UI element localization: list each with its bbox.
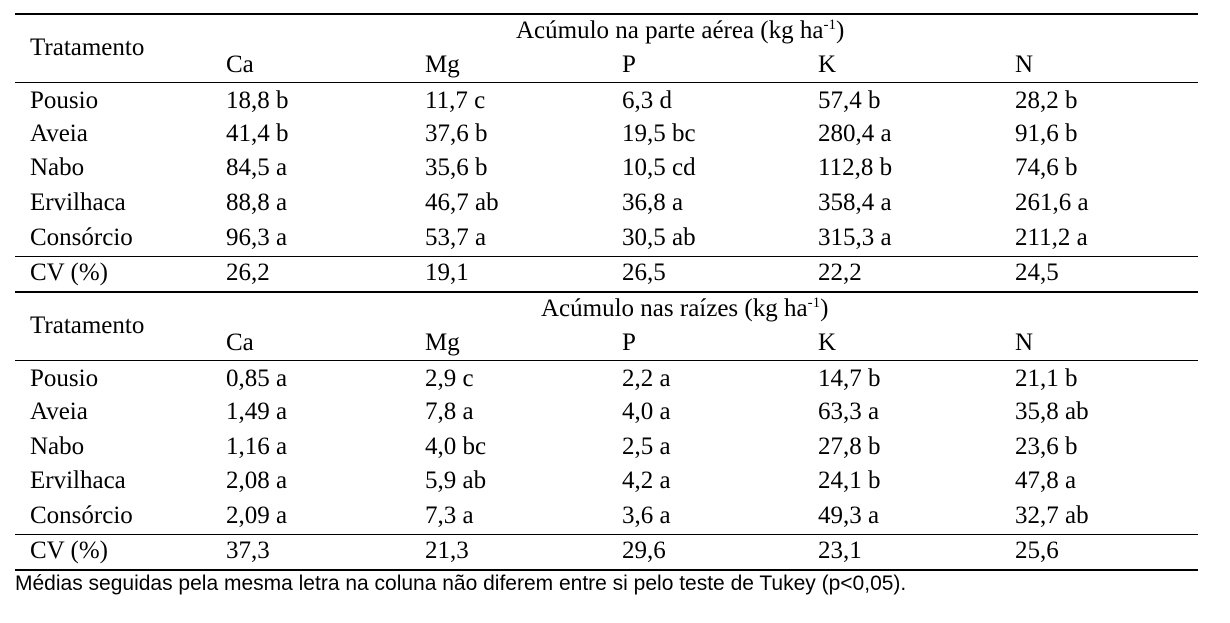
value-cell: 19,5 bc [622,120,696,147]
column-header-mg: Mg [425,51,460,78]
value-cell: 36,8 a [622,189,684,216]
section-divider-rule [15,291,1198,293]
value-cell: 1,16 a [226,433,288,460]
cv-value: 26,2 [226,259,270,286]
value-cell: 96,3 a [226,224,288,251]
column-header-p: P [622,51,636,78]
value-cell: 57,4 b [818,87,881,114]
value-cell: 49,3 a [818,502,880,529]
value-cell: 5,9 ab [425,467,487,494]
value-cell: 1,49 a [226,398,288,425]
value-cell: 11,7 c [425,87,486,114]
value-cell: 18,8 b [226,87,289,114]
value-cell: 0,85 a [226,365,288,392]
row-label: Pousio [30,365,99,392]
value-cell: 35,6 b [425,154,488,181]
value-cell: 27,8 b [818,433,881,460]
column-header-mg: Mg [425,329,460,356]
row-label: Nabo [30,433,85,460]
cv-value: 22,2 [818,259,862,286]
cv-value: 24,5 [1015,259,1059,286]
value-cell: 4,0 bc [425,433,487,460]
value-cell: 24,1 b [818,467,881,494]
cv-rule [15,534,1198,535]
value-cell: 3,6 a [622,502,671,529]
value-cell: 46,7 ab [425,189,499,216]
row-label: Consórcio [30,224,133,251]
value-cell: 10,5 cd [622,154,696,181]
cv-label: CV (%) [30,537,109,564]
section-title-roots: Acúmulo nas raízes (kg ha-1) [541,295,829,322]
value-cell: 91,6 b [1015,120,1078,147]
cv-value: 19,1 [425,259,469,286]
value-cell: 4,2 a [622,467,671,494]
value-cell: 7,3 a [425,502,474,529]
cv-value: 26,5 [622,259,666,286]
cv-value: 29,6 [622,537,666,564]
value-cell: 84,5 a [226,154,288,181]
cv-value: 23,1 [818,537,862,564]
value-cell: 14,7 b [818,365,881,392]
table-top-rule [15,13,1198,15]
value-cell: 2,08 a [226,467,288,494]
row-header-label: Tratamento [30,34,145,61]
value-cell: 23,6 b [1015,433,1078,460]
header-rule [15,82,1198,83]
value-cell: 47,8 a [1015,467,1077,494]
column-header-k: K [818,51,837,78]
value-cell: 30,5 ab [622,224,696,251]
value-cell: 2,09 a [226,502,288,529]
value-cell: 6,3 d [622,87,672,114]
value-cell: 28,2 b [1015,87,1078,114]
value-cell: 261,6 a [1015,189,1089,216]
value-cell: 37,6 b [425,120,488,147]
value-cell: 53,7 a [425,224,487,251]
value-cell: 112,8 b [818,154,893,181]
cv-value: 25,6 [1015,537,1059,564]
row-label: Aveia [30,398,88,425]
value-cell: 2,9 c [425,365,474,392]
value-cell: 211,2 a [1015,224,1088,251]
cv-label: CV (%) [30,259,109,286]
value-cell: 2,5 a [622,433,671,460]
table-bottom-rule [15,569,1198,571]
value-cell: 88,8 a [226,189,288,216]
row-label: Aveia [30,120,88,147]
row-label: Nabo [30,154,85,181]
column-header-n: N [1015,329,1034,356]
value-cell: 41,4 b [226,120,289,147]
row-label: Pousio [30,87,99,114]
cv-value: 37,3 [226,537,270,564]
column-header-ca: Ca [226,329,254,356]
value-cell: 35,8 ab [1015,398,1089,425]
cv-rule [15,256,1198,257]
column-header-p: P [622,329,636,356]
value-cell: 7,8 a [425,398,474,425]
value-cell: 2,2 a [622,365,671,392]
header-rule [15,360,1198,361]
value-cell: 63,3 a [818,398,880,425]
row-label: Ervilhaca [30,467,126,494]
value-cell: 315,3 a [818,224,892,251]
row-label: Ervilhaca [30,189,126,216]
value-cell: 32,7 ab [1015,502,1089,529]
value-cell: 21,1 b [1015,365,1078,392]
value-cell: 74,6 b [1015,154,1078,181]
section-title-shoot: Acúmulo na parte aérea (kg ha-1) [516,17,845,44]
column-header-k: K [818,329,837,356]
row-header-label: Tratamento [30,312,145,339]
value-cell: 358,4 a [818,189,892,216]
value-cell: 280,4 a [818,120,892,147]
row-label: Consórcio [30,502,133,529]
table-footnote: Médias seguidas pela mesma letra na colu… [15,572,907,595]
cv-value: 21,3 [425,537,469,564]
column-header-n: N [1015,51,1034,78]
value-cell: 4,0 a [622,398,671,425]
column-header-ca: Ca [226,51,254,78]
